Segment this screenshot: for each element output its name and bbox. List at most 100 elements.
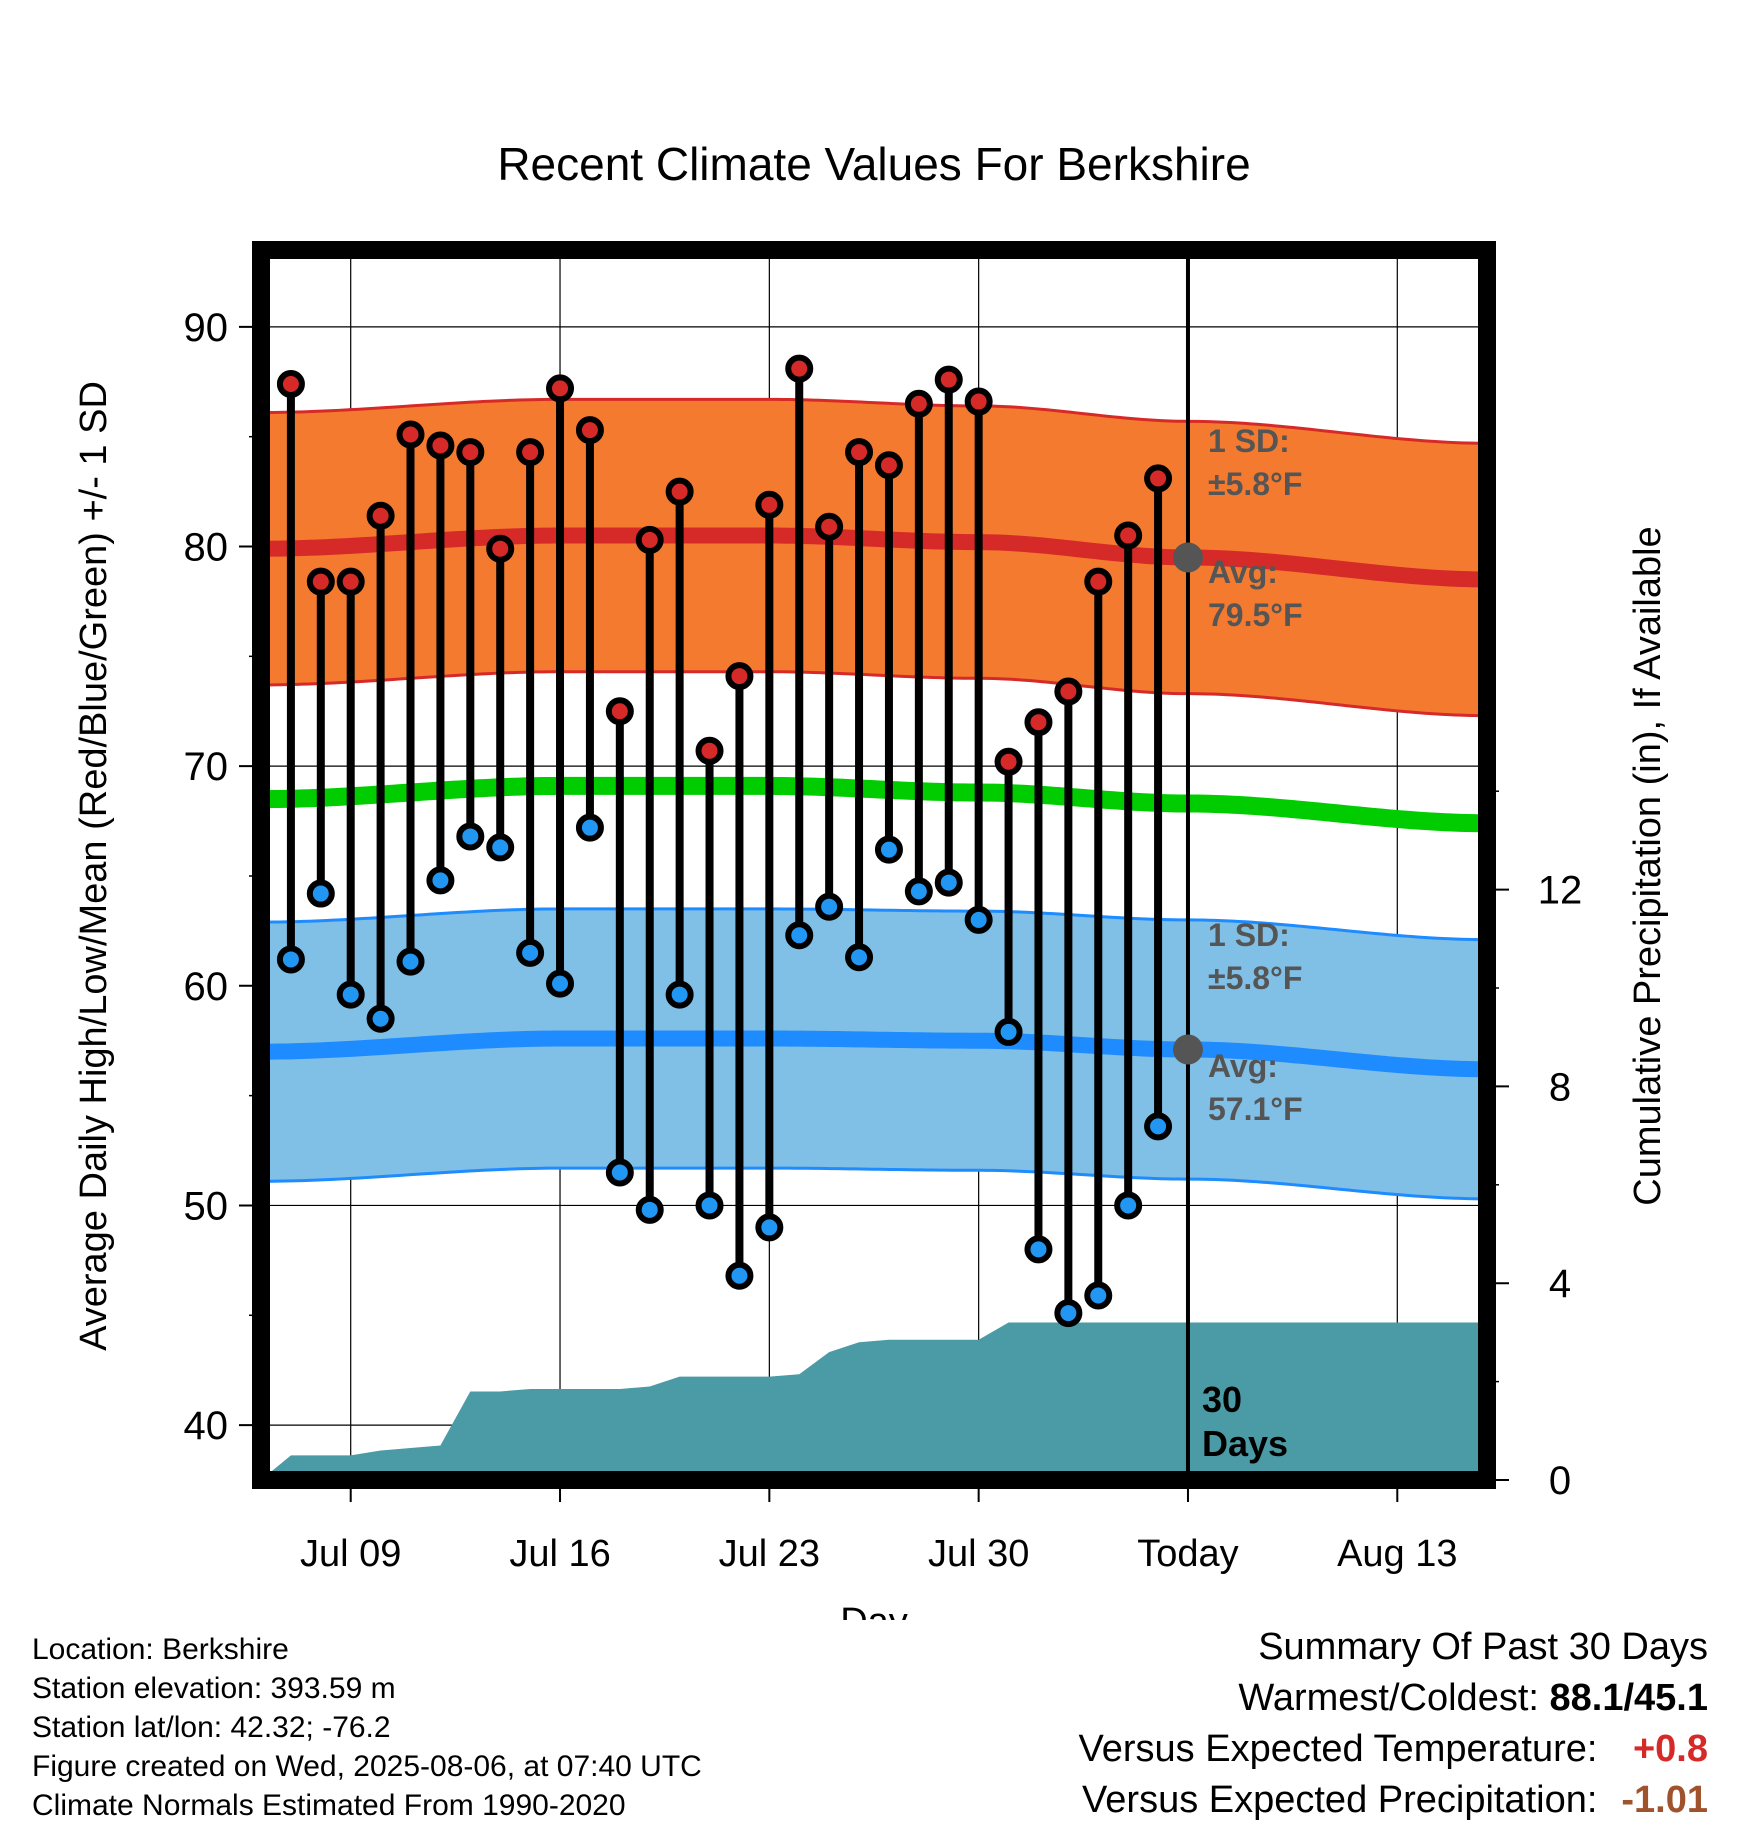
high-normal-line — [260, 527, 1488, 588]
daily-high-marker — [815, 512, 844, 541]
low-band-upper-edge — [260, 907, 1488, 942]
created-line: Figure created on Wed, 2025-08-06, at 07… — [32, 1750, 702, 1783]
daily-high-marker — [725, 662, 754, 691]
daily-low-marker — [486, 833, 515, 862]
daily-high-marker — [635, 525, 664, 554]
high-avg-value: 79.5°F — [1208, 597, 1303, 633]
x-tick-label: Jul 16 — [509, 1533, 610, 1575]
daily-high-marker — [396, 420, 425, 449]
daily-high-marker — [546, 374, 575, 403]
latlon-line: Station lat/lon: 42.32; -76.2 — [32, 1711, 391, 1744]
daily-low-marker — [665, 980, 694, 1009]
daily-high-marker — [276, 369, 305, 398]
x-tick-label: Jul 23 — [719, 1533, 820, 1575]
daily-low-marker — [934, 868, 963, 897]
daily-high-marker — [695, 736, 724, 765]
precip-value: -1.01 — [1621, 1779, 1708, 1821]
warmest-label: Warmest/Coldest: — [1238, 1677, 1539, 1719]
daily-high-marker — [904, 389, 933, 418]
daily-low-marker — [306, 879, 335, 908]
daily-low-marker — [516, 938, 545, 967]
summary-panel: Summary Of Past 30 Days Warmest/Coldest:… — [1079, 1622, 1708, 1826]
plot-area: 1 SD: ±5.8°F Avg: 79.5°F 1 SD: ±5.8°F Av… — [252, 241, 1496, 1489]
low-avg-label: Avg: — [1208, 1048, 1278, 1084]
daily-high-marker — [994, 747, 1023, 776]
daily-low-marker — [874, 835, 903, 864]
daily-high-marker — [1144, 464, 1173, 493]
high-band-lower-edge — [260, 670, 1488, 718]
daily-markers — [276, 354, 1173, 1328]
summary-warmest: Warmest/Coldest: 88.1/45.1 — [1079, 1673, 1708, 1724]
high-sd-value: ±5.8°F — [1208, 466, 1302, 502]
y2-tick-label: 4 — [1549, 1262, 1571, 1306]
daily-high-marker — [665, 477, 694, 506]
y-axis-label: Average Daily High/Low/Mean (Red/Blue/Gr… — [73, 381, 115, 1351]
chart-title: Recent Climate Values For Berkshire — [497, 138, 1250, 190]
daily-high-marker — [575, 416, 604, 445]
daily-high-marker — [516, 438, 545, 467]
high-sd-band — [261, 399, 1487, 716]
low-avg-value: 57.1°F — [1208, 1091, 1303, 1127]
daily-low-marker — [1144, 1112, 1173, 1141]
daily-high-marker — [336, 567, 365, 596]
daily-low-marker — [1114, 1191, 1143, 1220]
daily-low-marker — [815, 892, 844, 921]
daily-low-marker — [635, 1195, 664, 1224]
location-line: Location: Berkshire — [32, 1633, 289, 1666]
daily-stems — [286, 368, 1163, 1314]
today-layer — [1172, 250, 1203, 1480]
daily-low-marker — [336, 980, 365, 1009]
daily-high-marker — [426, 431, 455, 460]
today-low-avg-dot — [1172, 1034, 1203, 1065]
today-high-avg-dot — [1172, 542, 1203, 573]
y2-tick-label: 8 — [1549, 1065, 1571, 1109]
high-avg-label: Avg: — [1208, 554, 1278, 590]
annotations: 1 SD: ±5.8°F Avg: 79.5°F 1 SD: ±5.8°F Av… — [1202, 423, 1303, 1464]
daily-high-marker — [874, 451, 903, 480]
daily-low-marker — [1054, 1299, 1083, 1328]
daily-low-marker — [366, 1004, 395, 1033]
daily-low-marker — [605, 1158, 634, 1187]
daily-low-marker — [695, 1191, 724, 1220]
daily-high-marker — [934, 365, 963, 394]
low-band-lower-edge — [260, 1166, 1488, 1201]
high-sd-label: 1 SD: — [1208, 423, 1290, 459]
daily-low-marker — [845, 943, 874, 972]
daily-high-marker — [605, 697, 634, 726]
low-normal-line — [260, 1030, 1487, 1078]
daily-low-marker — [426, 866, 455, 895]
daily-high-marker — [755, 490, 784, 519]
normals-layer — [260, 397, 1488, 1201]
daily-high-marker — [486, 534, 515, 563]
temp-label: Versus Expected Temperature: — [1078, 1728, 1598, 1770]
daily-low-marker — [1024, 1235, 1053, 1264]
warmest-value: 88.1/45.1 — [1549, 1677, 1708, 1719]
y-tick-label: 60 — [184, 965, 229, 1009]
temp-value: +0.8 — [1632, 1728, 1708, 1770]
low-sd-value: ±5.8°F — [1208, 960, 1302, 996]
x-axis-label: Day — [840, 1601, 908, 1620]
x-tick-label: Jul 09 — [300, 1533, 401, 1575]
daily-high-marker — [306, 567, 335, 596]
y-tick-label: 80 — [184, 526, 229, 570]
precip-label: Versus Expected Precipitation: — [1082, 1779, 1598, 1821]
y-tick-label: 70 — [184, 745, 229, 789]
elevation-line: Station elevation: 393.59 m — [32, 1672, 396, 1705]
daily-high-marker — [964, 387, 993, 416]
daily-high-marker — [845, 438, 874, 467]
period-label-top: 30 — [1202, 1379, 1242, 1420]
daily-low-marker — [994, 1017, 1023, 1046]
high-band-upper-edge — [260, 397, 1488, 445]
summary-temp: Versus Expected Temperature: +0.8 — [1079, 1724, 1708, 1775]
summary-precip: Versus Expected Precipitation: -1.01 — [1079, 1775, 1708, 1826]
summary-heading: Summary Of Past 30 Days — [1258, 1626, 1708, 1668]
precip-layer — [261, 1322, 1487, 1480]
climate-chart: Recent Climate Values For Berkshire 1 SD… — [73, 138, 1669, 1620]
daily-low-marker — [755, 1213, 784, 1242]
x-tick-label: Jul 30 — [928, 1533, 1029, 1575]
daily-low-marker — [276, 945, 305, 974]
precip-area — [261, 1322, 1487, 1480]
y-tick-label: 90 — [184, 306, 229, 350]
x-tick-label: Aug 13 — [1337, 1533, 1457, 1575]
daily-high-marker — [1024, 708, 1053, 737]
